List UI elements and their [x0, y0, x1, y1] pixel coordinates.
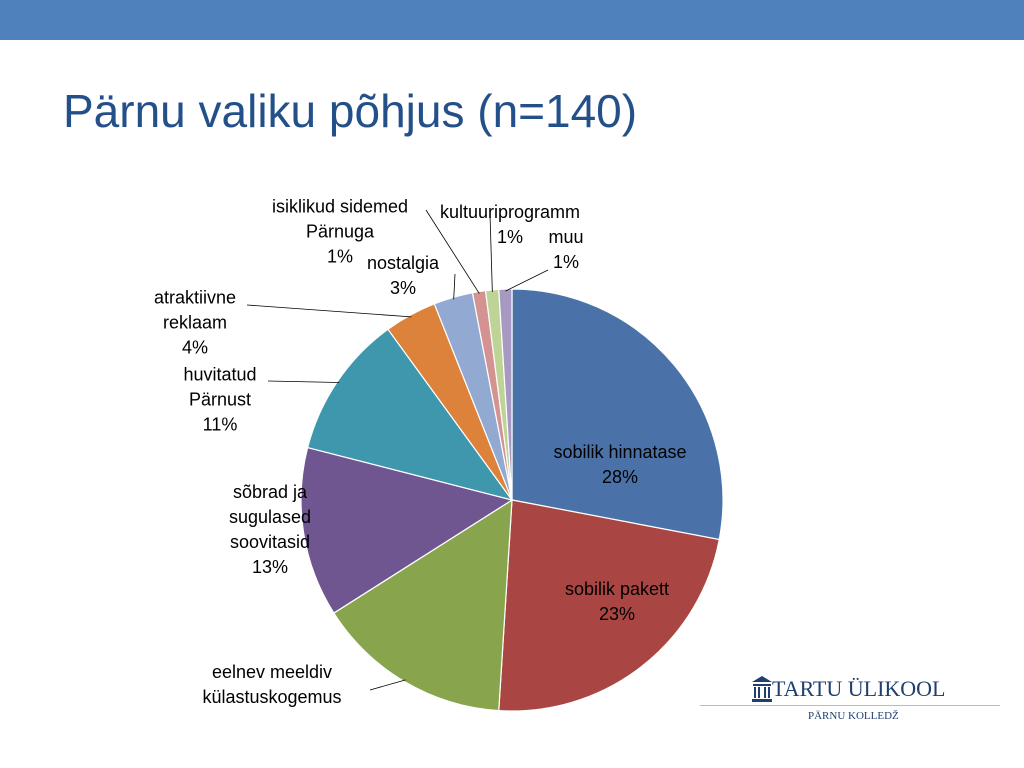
- pie-slice: [498, 288, 513, 501]
- slice-name: nostalgia: [366, 253, 440, 273]
- logo-icon: [752, 676, 772, 702]
- leader-line: [453, 273, 456, 300]
- slice-name: isiklikud sidemed Pärnuga: [271, 196, 409, 242]
- leader-line: [489, 213, 493, 292]
- logo-name: TARTU ÜLIKOOL: [772, 676, 946, 701]
- slice-value: 3%: [389, 278, 416, 298]
- slice-label: atraktiivne reklaam 4%: [135, 286, 255, 361]
- slice-name: sõbrad ja sugulased soovitasid: [228, 482, 312, 552]
- slice-value: 1%: [496, 227, 523, 247]
- slice-name: huvitatud Pärnust: [183, 364, 257, 410]
- leader-line: [505, 269, 549, 292]
- pie-slice: [306, 328, 514, 501]
- slice-value: 23%: [598, 604, 636, 624]
- slice-name: sobilik pakett: [564, 579, 670, 599]
- slice-value: 1%: [326, 246, 353, 267]
- top-band: [0, 0, 1024, 40]
- chart-title: Pärnu valiku põhjus (n=140): [63, 85, 638, 137]
- slice-value: 28%: [601, 467, 639, 487]
- slice-label: muu 1%: [536, 225, 596, 275]
- pie-slice: [498, 499, 720, 712]
- leader-line: [369, 679, 406, 691]
- logo: TARTU ÜLIKOOL PÄRNU KOLLEDŽ: [700, 672, 1000, 732]
- slice-label: sõbrad ja sugulased soovitasid 13%: [205, 480, 335, 580]
- leader-line: [425, 209, 480, 294]
- pie-slice: [333, 498, 513, 712]
- pie-slice: [511, 288, 724, 541]
- logo-rule: [700, 705, 1000, 706]
- slice-value: 11%: [202, 414, 238, 435]
- slice-label: nostalgia 3%: [353, 251, 453, 301]
- slice-label: sobilik pakett 23%: [542, 577, 692, 627]
- slice-name: eelnev meeldiv külastuskogemus: [202, 662, 342, 707]
- slice-value: 1%: [552, 252, 579, 272]
- slice-value: 4%: [181, 337, 208, 358]
- leader-line: [246, 304, 412, 318]
- slice-name: muu: [548, 227, 584, 247]
- slice-label: kultuuriprogramm 1%: [430, 200, 590, 250]
- pie-slice: [300, 446, 514, 614]
- slice-label: huvitatud Pärnust 11%: [165, 363, 275, 438]
- slice-value: 13%: [251, 557, 289, 577]
- slice-name: kultuuriprogramm: [439, 202, 581, 222]
- slice-name: sobilik hinnatase: [553, 442, 687, 462]
- slice-name: atraktiivne reklaam: [153, 287, 237, 333]
- slice-label: isiklikud sidemed Pärnuga 1%: [250, 195, 430, 270]
- logo-subtitle: PÄRNU KOLLEDŽ: [808, 710, 899, 722]
- leader-line: [267, 380, 340, 383]
- slice-label: eelnev meeldiv külastuskogemus: [182, 660, 362, 710]
- slice-label: sobilik hinnatase 28%: [530, 440, 710, 490]
